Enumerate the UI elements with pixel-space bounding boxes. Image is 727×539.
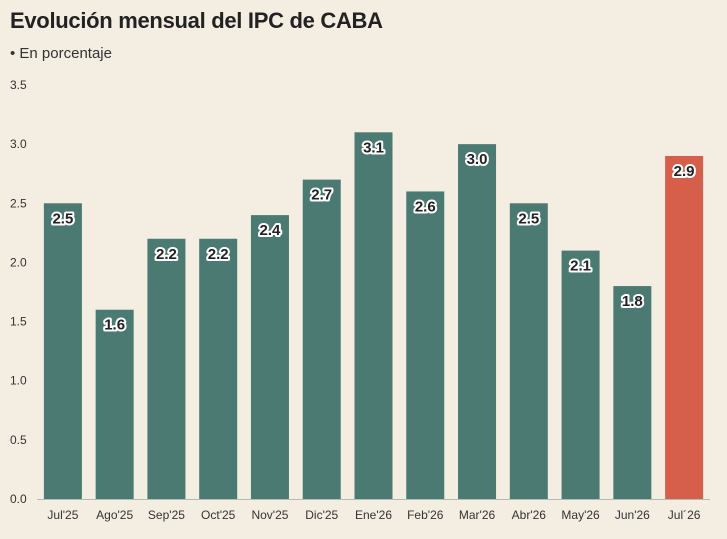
bar (561, 250, 600, 499)
y-tick-label: 3.5 (10, 78, 27, 92)
y-tick-label: 2.0 (10, 255, 27, 269)
y-tick-label: 1.5 (10, 315, 27, 329)
bar (509, 203, 548, 500)
x-tick-label: Abr'26 (512, 508, 547, 522)
x-tick-label: Jul´26 (668, 508, 701, 522)
x-tick-label: Ene'26 (355, 508, 392, 522)
x-tick-label: Nov'25 (251, 508, 288, 522)
y-tick-label: 1.0 (10, 374, 27, 388)
data-label: 3.1 (363, 139, 384, 156)
x-tick-label: Ago'25 (96, 508, 133, 522)
y-tick-label: 2.5 (10, 196, 27, 210)
data-label: 1.8 (622, 293, 643, 310)
bar (199, 238, 238, 499)
bar (458, 144, 497, 499)
x-tick-label: Dic'25 (305, 508, 338, 522)
x-tick-label: Jul'25 (47, 508, 78, 522)
x-tick-label: Feb'26 (407, 508, 444, 522)
chart-subtitle: • En porcentaje (10, 45, 112, 62)
bar (302, 179, 341, 499)
x-tick-label: Jun'26 (615, 508, 650, 522)
bar (406, 191, 445, 499)
y-tick-label: 0.5 (10, 433, 27, 447)
data-labels: 2.5 1.6 2.2 2.2 2.4 2.7 3.1 2.6 3.0 2.5 2.1 1.8 2.9 (50, 137, 696, 335)
data-label: 3.0 (467, 151, 488, 168)
bar (613, 286, 652, 499)
bar-series (43, 132, 704, 500)
x-tick-label: Mar'26 (459, 508, 496, 522)
y-tick-label: 0.0 (10, 492, 27, 506)
x-tick-label: Oct'25 (201, 508, 236, 522)
bar (250, 215, 289, 499)
y-tick-label: 3.0 (10, 137, 27, 151)
x-axis: Jul'25 Ago'25 Sep'25 Oct'25 Nov'25 Dic'25 Ene'… (37, 499, 710, 522)
y-axis: 0.0 0.5 1.0 1.5 2.0 2.5 3.0 3.5 (10, 78, 27, 506)
data-label: 2.2 (156, 246, 177, 263)
data-label: 2.4 (260, 222, 282, 239)
x-tick-label: Sep'25 (148, 508, 185, 522)
bar (354, 132, 393, 500)
data-label: 2.6 (415, 198, 436, 215)
x-tick-label: May'26 (561, 508, 600, 522)
data-label: 2.5 (52, 210, 73, 227)
bar (665, 155, 704, 499)
data-label: 2.5 (518, 210, 539, 227)
bar (95, 309, 134, 499)
bar (43, 203, 82, 500)
bar (147, 238, 186, 499)
data-label: 1.6 (104, 317, 125, 334)
data-label: 2.9 (674, 163, 695, 180)
data-label: 2.2 (208, 246, 229, 263)
data-label: 2.1 (570, 258, 591, 275)
data-label: 2.7 (311, 187, 332, 204)
chart-title: Evolución mensual del IPC de CABA (10, 8, 383, 33)
